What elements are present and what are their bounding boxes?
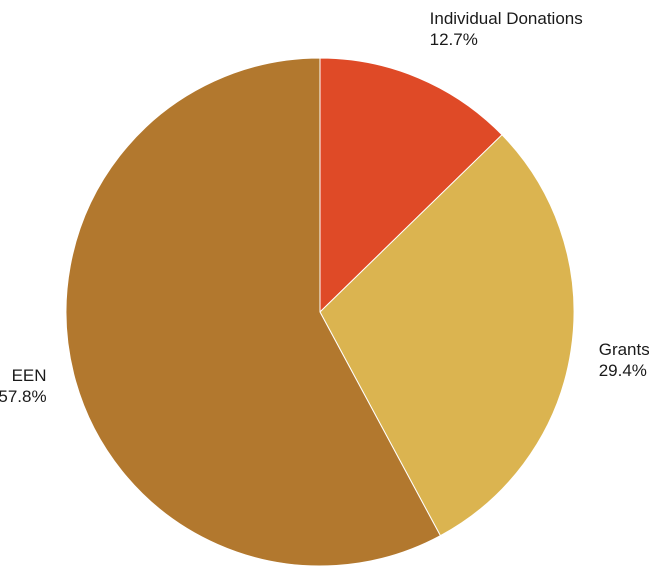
pie-label-een: EEN 57.8%: [0, 366, 47, 406]
pie-slice-een: [65, 57, 442, 567]
pie-label-value: 12.7%: [430, 30, 478, 49]
pie-label-value: 29.4%: [599, 361, 647, 380]
pie-labels: Individual Donations 12.7% Grants 29.4% EEN 5…: [0, 9, 649, 406]
pie-label-value: 57.8%: [0, 387, 47, 406]
pie-slice-grants: [319, 134, 575, 537]
pie-label-name: Individual Donations: [430, 9, 583, 28]
pie-slices: [65, 57, 575, 567]
pie-label-name: Grants: [599, 340, 649, 359]
pie-label-grants: Grants 29.4%: [599, 340, 649, 380]
pie-label-name: EEN: [12, 366, 47, 385]
pie-label-individual-donations: Individual Donations 12.7%: [430, 9, 583, 49]
pie-slice-individual-donations: [319, 57, 503, 314]
